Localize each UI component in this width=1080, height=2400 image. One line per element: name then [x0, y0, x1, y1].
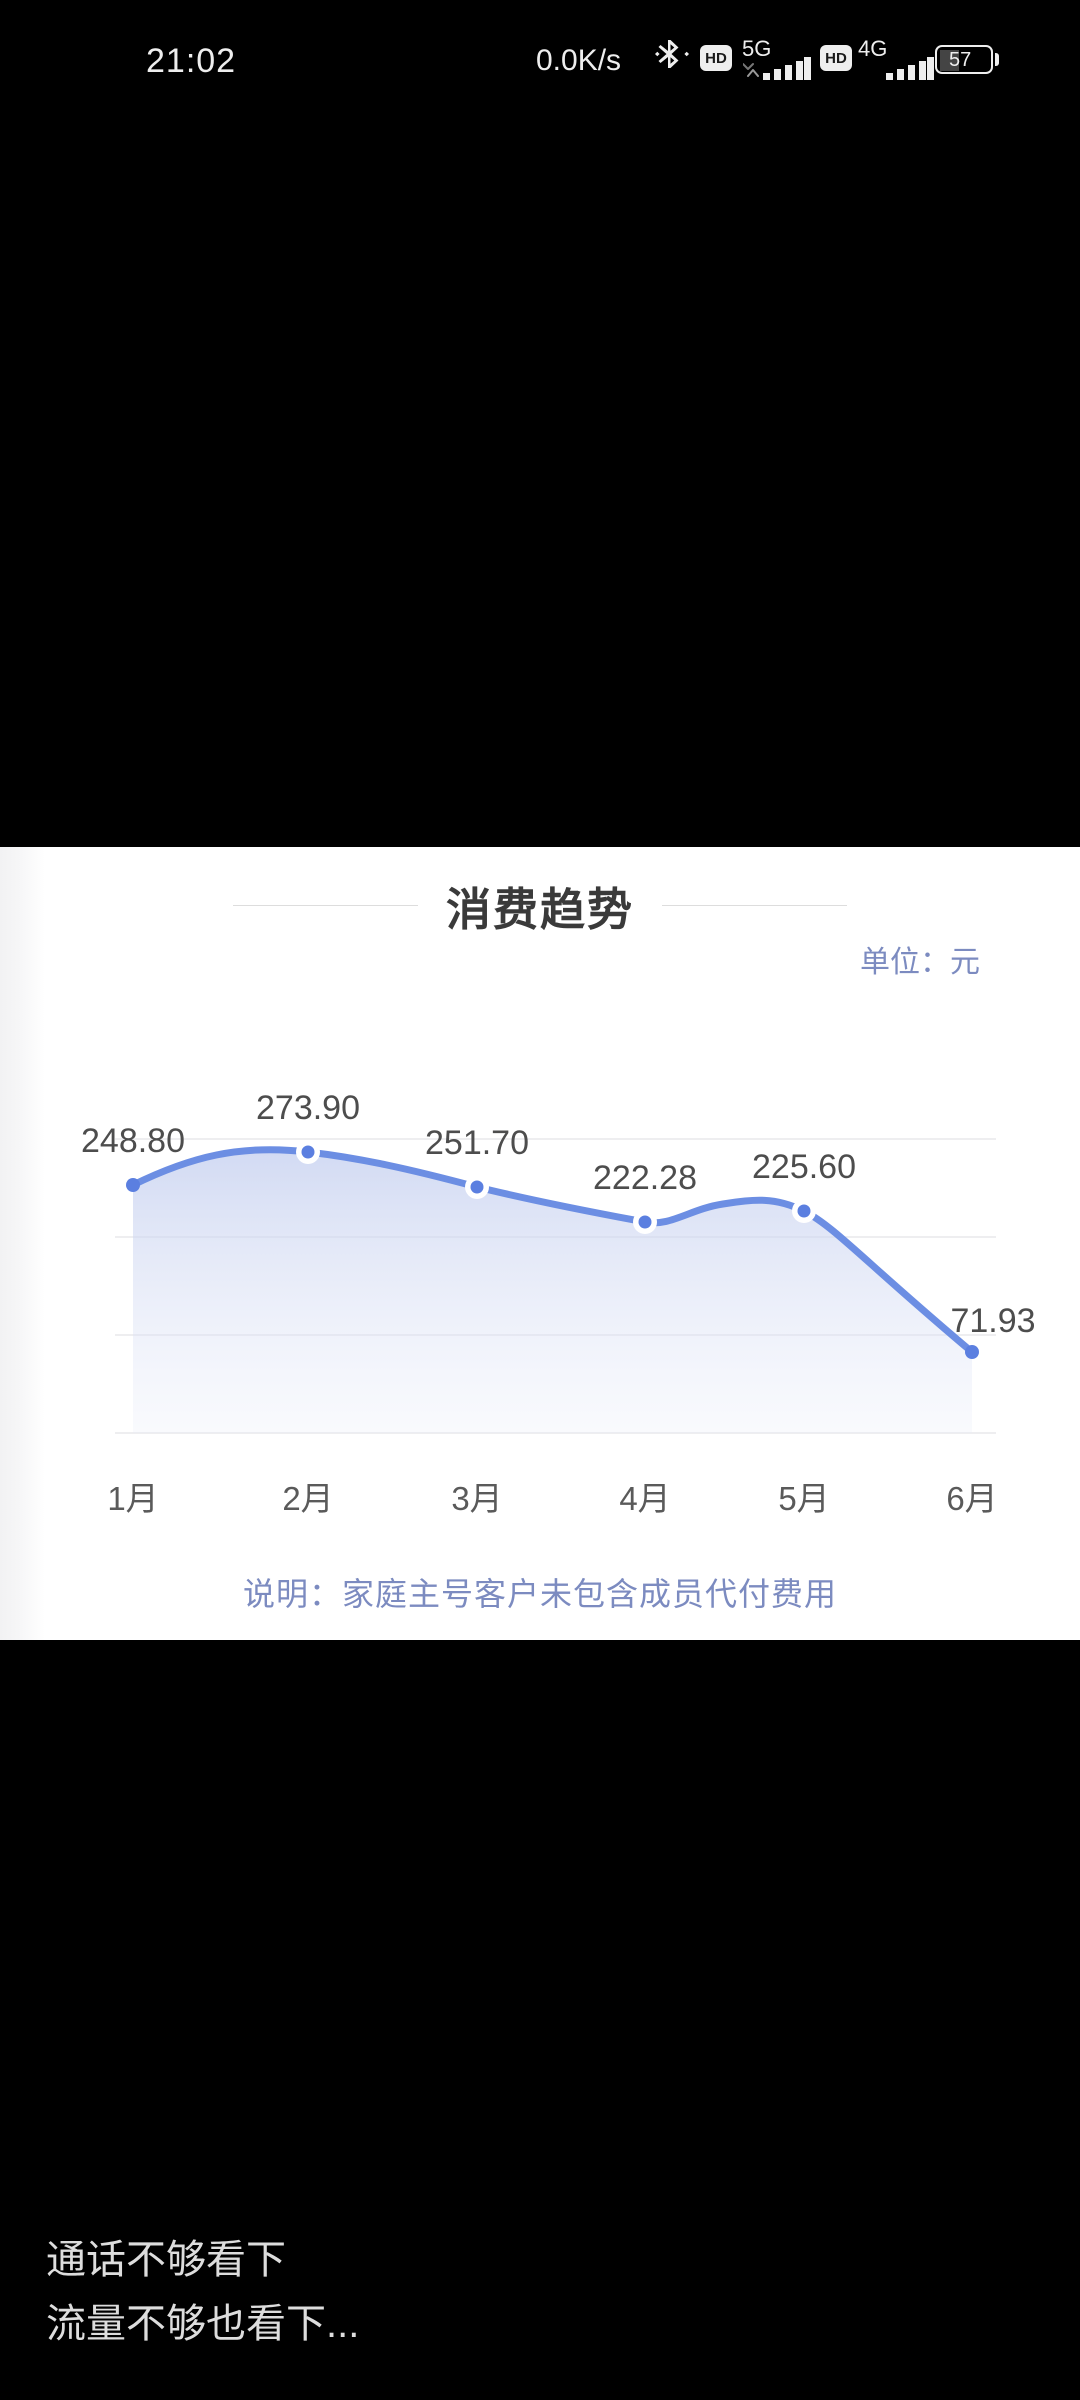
svg-text:4月: 4月	[619, 1480, 670, 1517]
svg-text:3月: 3月	[451, 1480, 502, 1517]
svg-text:273.90: 273.90	[256, 1089, 360, 1127]
svg-text:225.60: 225.60	[752, 1148, 856, 1186]
svg-text:6月: 6月	[946, 1480, 997, 1517]
svg-text:222.28: 222.28	[593, 1159, 697, 1197]
svg-text:5月: 5月	[778, 1480, 829, 1517]
svg-text:251.70: 251.70	[425, 1124, 529, 1162]
svg-text:2月: 2月	[282, 1480, 333, 1517]
svg-text:1月: 1月	[107, 1480, 158, 1517]
svg-text:71.93: 71.93	[950, 1302, 1035, 1340]
svg-text:248.80: 248.80	[81, 1122, 185, 1160]
